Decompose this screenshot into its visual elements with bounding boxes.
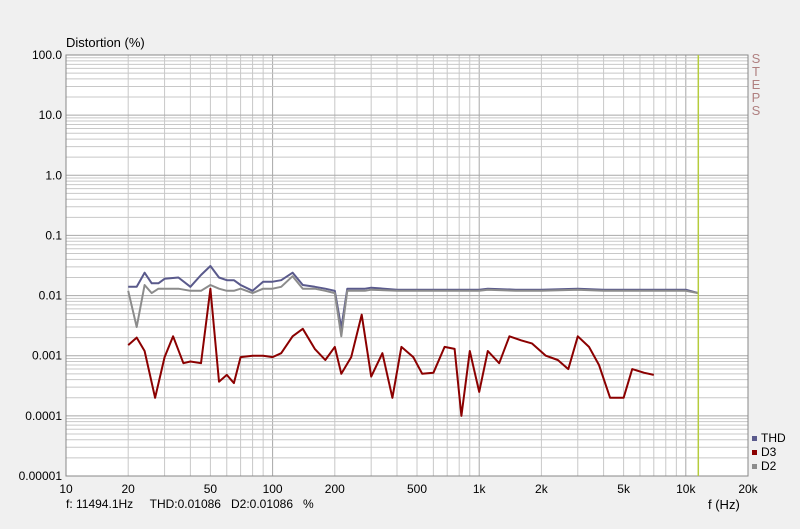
x-tick-label: 500: [407, 482, 427, 496]
y-tick-label: 0.0001: [25, 409, 62, 423]
legend-item-d2: D2: [752, 459, 786, 473]
legend-swatch: [752, 463, 757, 469]
y-tick-label: 0.00001: [19, 469, 63, 483]
y-tick-label: 0.001: [32, 349, 62, 363]
x-tick-label: 20k: [738, 482, 758, 496]
y-tick-label: 1.0: [45, 168, 62, 182]
legend-label: D2: [761, 459, 777, 473]
series-line-d3: [127, 287, 655, 417]
watermark-letter: S: [751, 103, 761, 118]
series-line-thd: [128, 265, 699, 329]
x-tick-label: 10: [59, 482, 73, 496]
series-line-d2: [127, 275, 699, 338]
y-axis-title: Distortion (%): [66, 35, 145, 50]
y-tick-label: 0.01: [39, 289, 63, 303]
x-axis-title: f (Hz): [708, 497, 740, 512]
legend-swatch: [752, 435, 757, 441]
watermark-letter: T: [752, 64, 760, 79]
plot-area: [66, 55, 748, 476]
y-tick-label: 0.1: [45, 228, 62, 242]
legend-label: D3: [761, 445, 777, 459]
plot-frame: [65, 54, 749, 477]
x-tick-label: 1k: [473, 482, 487, 496]
legend-swatch: [752, 449, 757, 455]
watermark-letter: E: [751, 77, 761, 92]
x-tick-label: 100: [263, 482, 283, 496]
y-tick-label: 100.0: [32, 48, 62, 62]
x-tick-label: 2k: [535, 482, 549, 496]
legend-item-d3: D3: [752, 445, 786, 459]
cursor-readout: f: 11494.1Hz THD:0.01086 D2:0.01086 %: [66, 497, 314, 511]
x-tick-label: 20: [122, 482, 136, 496]
x-tick-label: 200: [325, 482, 345, 496]
y-tick-label: 10.0: [39, 108, 63, 122]
legend-label: THD: [761, 431, 786, 445]
x-tick-label: 5k: [617, 482, 631, 496]
legend: THD D3 D2: [752, 431, 786, 473]
watermark-letter: S: [751, 51, 761, 66]
watermark-letter: P: [751, 90, 761, 105]
legend-item-thd: THD: [752, 431, 786, 445]
x-tick-label: 10k: [676, 482, 696, 496]
x-tick-label: 50: [204, 482, 218, 496]
